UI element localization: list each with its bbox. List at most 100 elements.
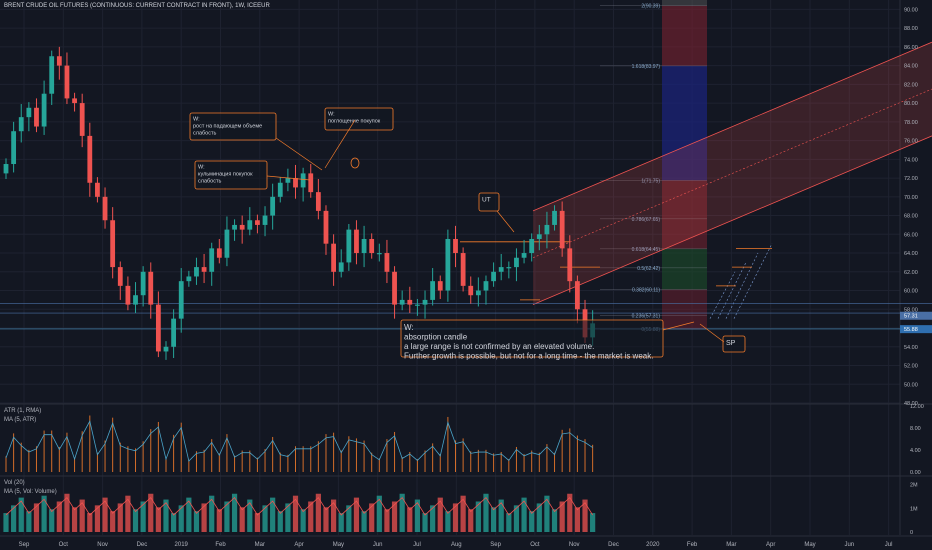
atr-legend-1: ATR (1, RMA) [4,408,42,414]
candle-7 [56,56,62,66]
candle-20 [155,304,161,352]
price-tick-16: 58.00 [904,307,918,313]
vol-tick-2: 0 [910,530,913,536]
annotation-text-5-3: Further growth is possible, but not for … [404,352,653,361]
price-tick-12: 66.00 [904,232,918,238]
candle-33 [255,220,260,225]
annotation-text-5-0: W: [404,323,414,332]
vol-bar-50 [384,509,390,532]
annotation-leader-1 [324,119,356,169]
candle-46 [354,229,359,254]
candle-56 [430,281,436,300]
time-tick-20: May [804,542,815,548]
fib-zone-4 [662,289,707,330]
vol-bar-66 [506,513,512,532]
atr-pane [5,415,594,472]
time-tick-4: 2019 [175,542,189,548]
annotation-text-2-1: кульминация покупок [198,172,253,178]
price-tick-1: 88.00 [904,26,918,32]
vol-bar-41 [315,493,321,532]
time-tick-16: 2020 [646,542,660,548]
vol-bar-10 [79,499,85,532]
vol-bar-39 [300,509,306,532]
vol-bar-27 [209,495,215,532]
regression-channel [532,41,932,319]
price-tick-8: 74.00 [904,157,918,163]
atr-ma-line [5,420,593,462]
vol-bar-19 [148,493,154,532]
price-tick-13: 64.00 [904,251,918,257]
vol-bar-0 [3,513,9,532]
candle-58 [445,238,451,291]
vol-bar-62 [475,501,481,532]
candle-51 [392,271,397,305]
price-tick-20: 50.00 [904,382,918,388]
annotation-box-5 [400,319,664,358]
fib-label-2: 1(71.75) [641,178,660,184]
time-tick-22: Jul [885,542,893,548]
candle-29 [224,229,230,258]
vol-bar-49 [376,495,382,532]
price-tick-4: 82.00 [904,82,918,88]
vol-bar-23 [178,505,184,532]
fib-zone-3 [662,248,707,290]
candle-38 [293,178,298,188]
candle-9 [72,98,77,104]
fib-label-5: 0.5(62.42) [637,266,660,272]
price-tick-6: 78.00 [904,120,918,126]
vol-bar-54 [414,499,421,532]
candle-39 [300,173,306,188]
annotation-text-3-0: UT [482,197,491,204]
vol-bar-4 [33,503,40,532]
vol-bar-12 [94,505,101,532]
time-tick-8: May [333,542,344,548]
candle-49 [376,253,382,255]
vol-bar-76 [582,499,588,532]
candle-4 [34,107,39,127]
price-tick-10: 70.00 [904,195,918,201]
vol-bar-5 [41,495,47,532]
candle-72 [552,210,557,225]
candle-67 [514,257,519,268]
vol-bar-60 [460,495,466,532]
vol-bar-61 [468,509,474,532]
atr-tick-1: 8.00 [910,426,921,432]
vol-bar-67 [513,505,520,532]
time-tick-6: Mar [255,542,265,548]
last-price-box-0 [900,311,932,320]
fib-label-6: 0.382(60.11) [632,288,660,294]
vol-bar-13 [102,497,108,532]
time-tick-5: Feb [215,542,226,548]
candle-32 [247,220,253,230]
candle-18 [140,271,146,296]
projection-2 [725,252,759,319]
candle-3 [26,107,32,118]
vol-bar-45 [346,505,352,532]
candle-52 [399,299,405,305]
vol-bar-51 [391,501,398,532]
atr-tick-3: 0.00 [910,470,921,476]
candle-27 [209,248,215,272]
vol-bar-58 [445,511,451,532]
annotation-text-0-2: слабость [193,131,216,137]
vol-bar-43 [331,499,337,532]
price-tick-0: 90.00 [904,7,918,13]
candle-62 [475,290,481,296]
projection-3 [733,243,773,319]
last-price-box-1 [900,325,932,334]
candle-28 [216,248,222,258]
candle-11 [87,135,93,183]
candle-26 [201,267,207,272]
candle-22 [171,318,177,347]
price-tick-14: 62.00 [904,270,918,276]
candle-55 [422,299,428,305]
candle-63 [483,281,489,291]
vol-legend-1: Vol (20) [4,480,25,486]
vol-bar-48 [369,503,375,532]
candle-57 [437,281,443,291]
projection-1 [717,262,747,319]
annotation-text-5-2: a large range is not confirmed by an ele… [404,342,594,351]
vol-bar-32 [247,499,253,532]
price-axis: 90.00 88.00 86.00 84.00 82.00 80.00 78.00 76.00… [900,7,932,536]
